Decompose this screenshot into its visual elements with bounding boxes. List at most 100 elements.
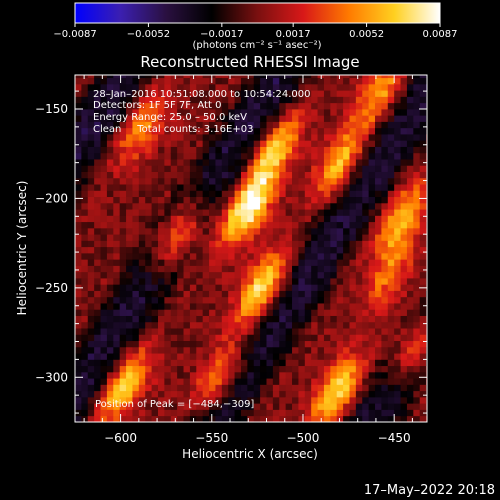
- heatmap-cell: [164, 215, 172, 223]
- heatmap-cell: [170, 140, 178, 147]
- heatmap-cell: [406, 259, 414, 266]
- heatmap-cell: [170, 190, 178, 198]
- colorbar-tick-label: −0.0087: [53, 29, 96, 40]
- heatmap-cell: [362, 221, 370, 229]
- heatmap-cell: [119, 102, 127, 110]
- heatmap-cell: [349, 340, 357, 348]
- heatmap-cell: [183, 77, 191, 85]
- heatmap-cell: [138, 146, 146, 154]
- heatmap-cell: [272, 396, 280, 404]
- heatmap-cell: [419, 371, 427, 379]
- heatmap-cell: [336, 75, 344, 79]
- heatmap-cell: [272, 246, 280, 254]
- heatmap-cell: [100, 359, 108, 367]
- heatmap-cell: [349, 102, 357, 110]
- heatmap-cell: [177, 315, 184, 323]
- heatmap-cell: [292, 284, 299, 291]
- heatmap-cell: [317, 83, 325, 91]
- heatmap-cell: [119, 234, 127, 241]
- heatmap-cell: [100, 353, 108, 360]
- heatmap-cell: [132, 184, 140, 191]
- heatmap-cell: [151, 315, 159, 323]
- heatmap-cell: [94, 77, 101, 85]
- heatmap-cell: [106, 90, 114, 97]
- heatmap-cell: [304, 83, 312, 91]
- heatmap-cell: [330, 346, 338, 354]
- heatmap-cell: [413, 202, 421, 210]
- heatmap-cell: [317, 334, 325, 342]
- heatmap-cell: [266, 415, 274, 422]
- heatmap-cell: [113, 321, 121, 329]
- heatmap-cell: [285, 284, 293, 291]
- heatmap-cell: [381, 221, 389, 229]
- heatmap-cell: [145, 271, 153, 279]
- heatmap-cell: [132, 196, 140, 204]
- heatmap-cell: [126, 134, 133, 141]
- heatmap-cell: [413, 83, 421, 91]
- heatmap-cell: [311, 265, 318, 273]
- heatmap-cell: [87, 403, 95, 410]
- heatmap-cell: [138, 90, 146, 97]
- heatmap-cell: [138, 159, 146, 166]
- heatmap-cell: [145, 108, 153, 116]
- heatmap-cell: [285, 303, 293, 310]
- heatmap-cell: [400, 259, 408, 266]
- heatmap-cell: [336, 140, 344, 147]
- heatmap-cell: [368, 334, 376, 342]
- heatmap-cell: [260, 196, 267, 204]
- heatmap-cell: [138, 102, 146, 110]
- heatmap-cell: [100, 346, 108, 354]
- heatmap-cell: [292, 152, 299, 160]
- heatmap-cell: [170, 265, 178, 273]
- heatmap-cell: [413, 371, 421, 379]
- heatmap-cell: [132, 309, 140, 316]
- heatmap-cell: [387, 127, 395, 135]
- heatmap-cell: [406, 75, 414, 79]
- heatmap-cell: [164, 321, 172, 329]
- heatmap-cell: [189, 240, 197, 248]
- heatmap-cell: [355, 215, 363, 223]
- heatmap-cell: [183, 121, 191, 129]
- heatmap-cell: [419, 209, 427, 216]
- heatmap-cell: [381, 271, 389, 279]
- heatmap-cell: [240, 415, 248, 422]
- heatmap-cell: [126, 146, 133, 154]
- heatmap-cell: [330, 171, 338, 179]
- heatmap-cell: [349, 334, 357, 342]
- heatmap-cell: [94, 196, 101, 204]
- heatmap-cell: [81, 340, 89, 348]
- heatmap-cell: [336, 290, 344, 298]
- heatmap-cell: [413, 378, 421, 385]
- heatmap-cell: [151, 140, 159, 147]
- heatmap-cell: [240, 96, 248, 104]
- heatmap-cell: [260, 127, 267, 135]
- heatmap-cell: [304, 246, 312, 254]
- heatmap-cell: [349, 315, 357, 323]
- heatmap-cell: [317, 315, 325, 323]
- heatmap-cell: [228, 403, 235, 410]
- heatmap-cell: [311, 346, 318, 354]
- heatmap-cell: [177, 371, 184, 379]
- heatmap-cell: [400, 396, 408, 404]
- heatmap-cell: [189, 152, 197, 160]
- heatmap-cell: [285, 108, 293, 116]
- heatmap-cell: [215, 415, 223, 422]
- heatmap-cell: [75, 259, 82, 266]
- heatmap-cell: [228, 227, 235, 235]
- heatmap-cell: [145, 190, 153, 198]
- heatmap-cell: [362, 215, 370, 223]
- heatmap-cell: [323, 353, 331, 360]
- heatmap-cell: [247, 127, 255, 135]
- heatmap-cell: [228, 234, 235, 241]
- heatmap-cell: [126, 290, 133, 298]
- heatmap-cell: [279, 209, 287, 216]
- heatmap-cell: [100, 96, 108, 104]
- heatmap-cell: [221, 140, 229, 147]
- heatmap-cell: [330, 221, 338, 229]
- heatmap-cell: [279, 246, 287, 254]
- heatmap-cell: [349, 321, 357, 329]
- heatmap-cell: [75, 202, 82, 210]
- heatmap-cell: [94, 271, 101, 279]
- heatmap-cell: [221, 278, 229, 285]
- heatmap-cell: [279, 252, 287, 260]
